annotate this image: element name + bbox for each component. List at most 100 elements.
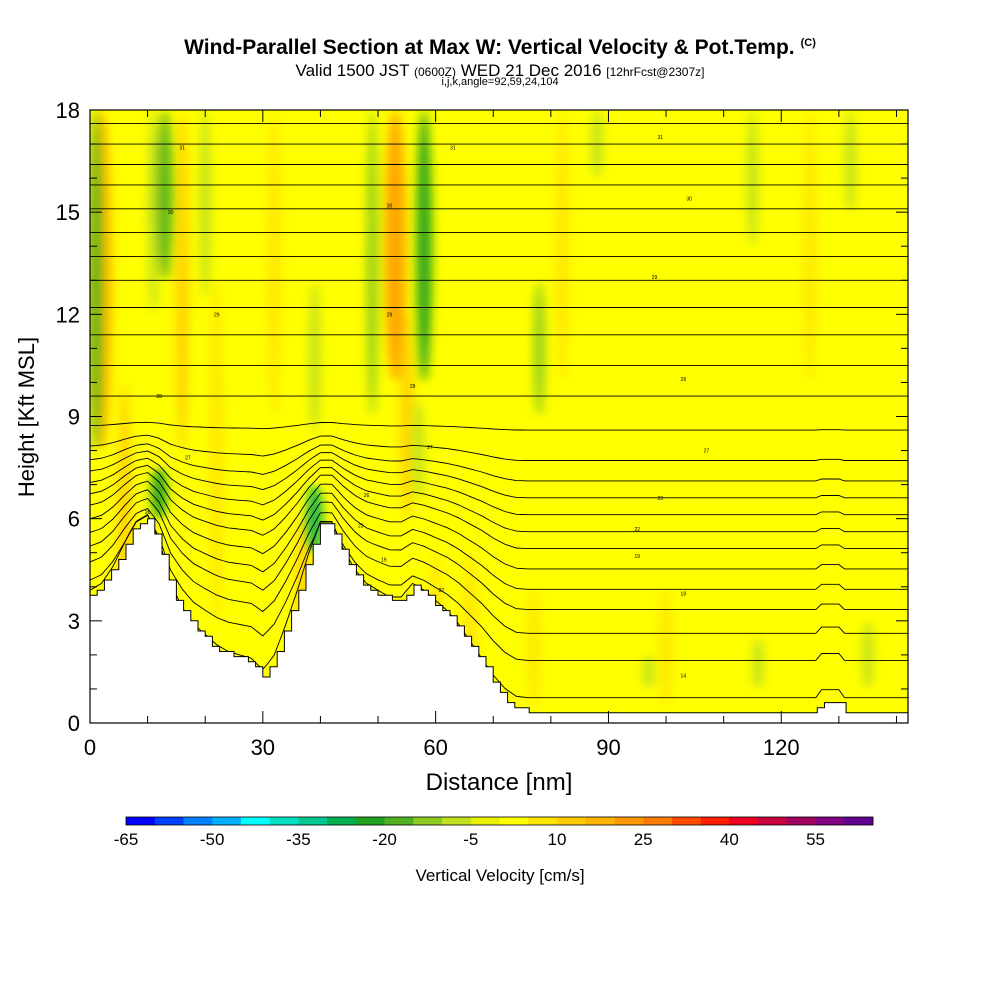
- colorbar-swatch: [671, 817, 701, 825]
- colorbar-swatch: [269, 817, 299, 825]
- colorbar-swatch: [154, 817, 184, 825]
- x-tick-label: 60: [423, 735, 447, 760]
- colorbar-swatch: [298, 817, 328, 825]
- isentrope-label: 26: [145, 510, 151, 516]
- y-tick-label: 0: [68, 711, 80, 736]
- colorbar-tick-label: 55: [806, 830, 825, 849]
- colorbar-tick-label: -50: [200, 830, 225, 849]
- colorbar-swatch: [585, 817, 615, 825]
- isentrope-label: 23: [358, 523, 364, 529]
- y-axis-label: Height [Kft MSL]: [14, 337, 39, 497]
- y-tick-label: 6: [68, 507, 80, 532]
- isentrope-label: 23: [658, 496, 664, 502]
- y-tick-label: 18: [56, 98, 80, 123]
- isentrope-label: 27: [704, 449, 710, 455]
- colorbar-swatch: [528, 817, 558, 825]
- colorbar-swatch: [413, 817, 443, 825]
- updraft-region: [209, 280, 224, 621]
- isentrope-label: 28: [410, 384, 416, 390]
- isentrope-line: [90, 457, 908, 516]
- isentrope-label: 30: [387, 203, 393, 209]
- updraft-region: [384, 110, 407, 383]
- axes: 0 30 60 90 120 0 3 6 9 12 15 18 Distance [nm] Height …: [14, 98, 908, 796]
- downdraft-region: [844, 110, 857, 213]
- downdraft-region: [412, 399, 425, 502]
- isentrope-line: [90, 450, 908, 499]
- colorbar-swatch: [815, 817, 845, 825]
- utc-time: (0600Z): [413, 65, 456, 79]
- isentrope-line: [90, 443, 908, 482]
- isentrope-label: 29: [652, 275, 658, 281]
- potential-temperature-contours: 14 18 19 19 22 22 23 23 26 26 27 27 27 28 28 28 29 29 29 30…: [90, 123, 908, 699]
- chart-title: Wind-Parallel Section at Max W: Vertical…: [0, 36, 1000, 60]
- isentrope-label: 22: [634, 527, 640, 533]
- colorbar-label: Vertical Velocity [cm/s]: [415, 866, 584, 885]
- isentrope-line: [90, 507, 908, 634]
- x-tick-label: 0: [84, 735, 96, 760]
- colorbar-tick-label: -65: [114, 830, 139, 849]
- updraft-region: [399, 314, 414, 519]
- updraft-region: [803, 110, 818, 383]
- copyright-mark: (C): [800, 37, 816, 49]
- colorbar-swatch: [499, 817, 529, 825]
- downdraft-region: [746, 110, 759, 247]
- downdraft-region: [308, 280, 321, 434]
- isentrope-label: 27: [185, 455, 191, 461]
- colorbar-tick-label: -20: [372, 830, 397, 849]
- colorbar-swatch: [786, 817, 816, 825]
- y-tick-label: 9: [68, 405, 80, 430]
- isentrope-line: [90, 497, 908, 611]
- forecast-info: [12hrFcst@2307z]: [606, 65, 705, 79]
- colorbar-swatch: [470, 817, 500, 825]
- colorbar-swatch: [384, 817, 414, 825]
- downdraft-region: [366, 110, 379, 417]
- isentrope-line: [90, 489, 908, 590]
- isentrope-label: 31: [450, 145, 456, 151]
- downdraft-region: [642, 654, 655, 689]
- downdraft-region: [306, 484, 323, 553]
- isentrope-label: 26: [364, 493, 370, 499]
- updraft-region: [555, 110, 570, 383]
- isentrope-label: 30: [168, 210, 174, 216]
- isentrope-label: 28: [156, 394, 162, 400]
- isentrope-label: 29: [214, 312, 220, 318]
- isentrope-line: [90, 472, 908, 550]
- isentrope-label: 31: [658, 135, 664, 141]
- downdraft-region: [199, 110, 212, 298]
- isentrope-label: 27: [427, 445, 433, 451]
- colorbar-swatch: [212, 817, 242, 825]
- downdraft-region: [533, 280, 546, 417]
- colorbar-tick-label: 10: [548, 830, 567, 849]
- colorbar-swatch: [700, 817, 730, 825]
- downdraft-region: [156, 110, 173, 281]
- colorbar-swatch: [355, 817, 385, 825]
- y-tick-label: 3: [68, 609, 80, 634]
- colorbar-swatch: [844, 817, 874, 825]
- x-tick-label: 120: [763, 735, 800, 760]
- downdraft-region: [151, 467, 168, 519]
- updraft-region: [526, 586, 541, 706]
- colorbar-tick-label: 25: [634, 830, 653, 849]
- grid-index-info: i,j,k,angle=92,59,24,104: [441, 76, 559, 88]
- x-axis-label: Distance [nm]: [426, 769, 573, 796]
- isentrope-line: [90, 434, 908, 461]
- downdraft-region: [416, 110, 433, 383]
- colorbar: -65 -50 -35 -20 -5 10 25 40 55 Vertical Velocity …: [114, 816, 874, 885]
- updraft-region: [267, 110, 282, 417]
- colorbar-swatch: [614, 817, 644, 825]
- y-tick-label: 12: [56, 302, 80, 327]
- y-tick-label: 15: [56, 200, 80, 225]
- colorbar-swatch: [327, 817, 357, 825]
- colorbar-tick-label: 40: [720, 830, 739, 849]
- colorbar-tick-label: -35: [286, 830, 311, 849]
- isentrope-label: 19: [381, 558, 387, 564]
- colorbar-swatch: [556, 817, 586, 825]
- isentrope-label: 30: [686, 197, 692, 203]
- x-tick-label: 90: [596, 735, 620, 760]
- colorbar-swatch: [126, 817, 156, 825]
- colorbar-swatch: [442, 817, 472, 825]
- isentrope-label: 19: [634, 554, 640, 560]
- updraft-region: [659, 586, 674, 706]
- isentrope-label: 28: [681, 377, 687, 383]
